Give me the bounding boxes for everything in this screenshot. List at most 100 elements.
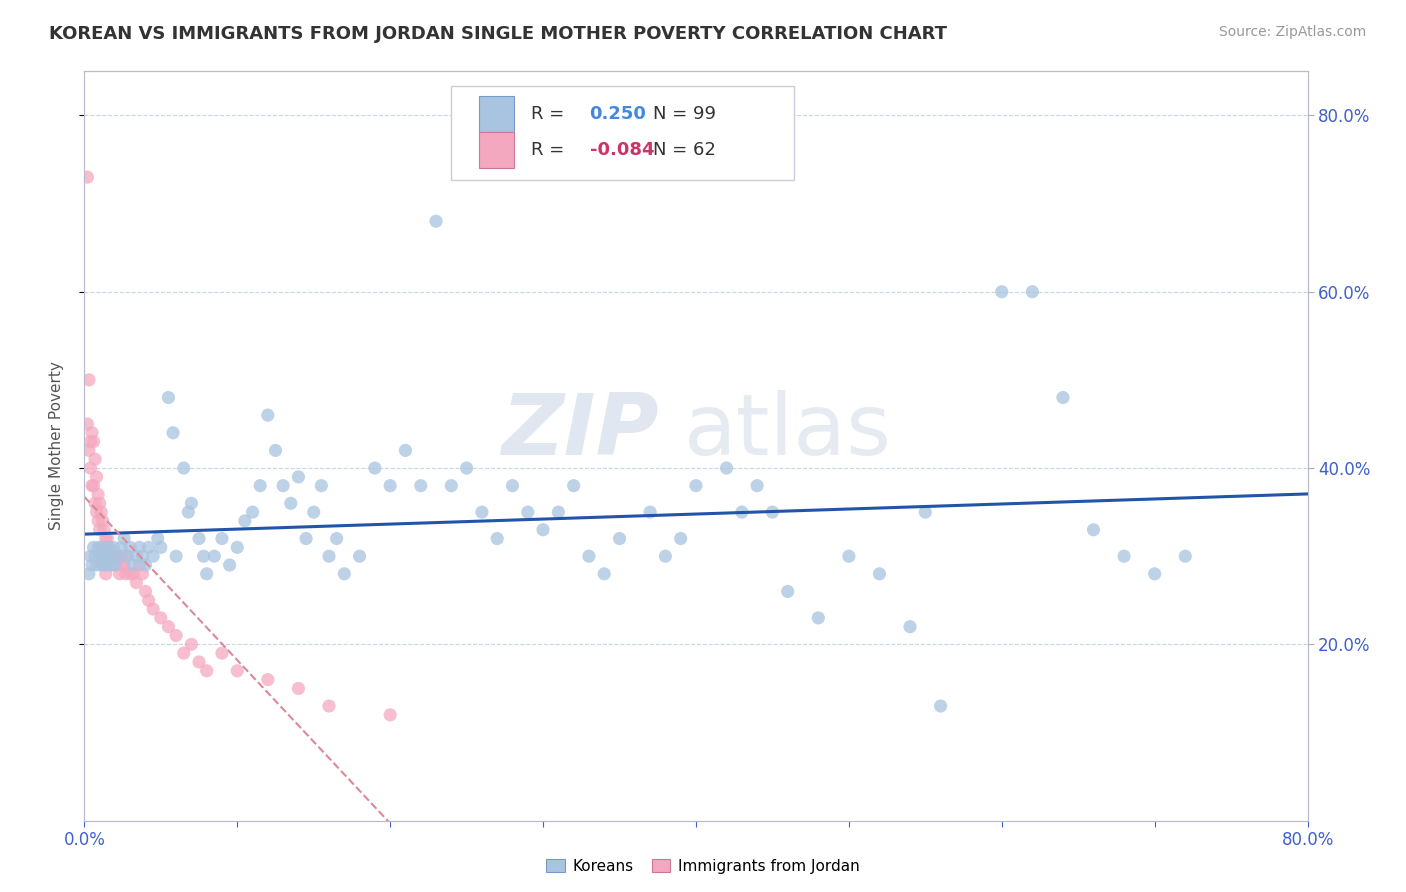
Point bbox=[135, 558, 157, 572]
Text: KOREAN VS IMMIGRANTS FROM JORDAN SINGLE MOTHER POVERTY CORRELATION CHART: KOREAN VS IMMIGRANTS FROM JORDAN SINGLE … bbox=[49, 25, 948, 43]
Point bbox=[93, 523, 115, 537]
Point bbox=[380, 707, 402, 722]
Text: N = 62: N = 62 bbox=[654, 141, 716, 159]
Point bbox=[105, 558, 128, 572]
Point bbox=[104, 549, 127, 564]
Point bbox=[80, 425, 103, 440]
Text: -0.084: -0.084 bbox=[589, 141, 654, 159]
Point bbox=[112, 558, 135, 572]
Text: ZIP: ZIP bbox=[502, 390, 659, 473]
Point bbox=[94, 566, 117, 581]
Point bbox=[120, 541, 142, 555]
Point bbox=[502, 478, 524, 492]
Point bbox=[138, 593, 160, 607]
Point bbox=[76, 417, 98, 431]
Point bbox=[264, 443, 287, 458]
Point bbox=[731, 505, 754, 519]
Point bbox=[107, 549, 129, 564]
Point bbox=[122, 566, 145, 581]
Point bbox=[157, 391, 180, 405]
Point bbox=[578, 549, 600, 564]
Point bbox=[409, 478, 432, 492]
Point bbox=[131, 566, 153, 581]
Point bbox=[108, 566, 131, 581]
Point bbox=[180, 496, 202, 510]
Point bbox=[86, 470, 108, 484]
Point bbox=[195, 664, 218, 678]
Point bbox=[838, 549, 860, 564]
Point bbox=[107, 549, 129, 564]
Point bbox=[84, 549, 107, 564]
Point bbox=[776, 584, 799, 599]
Point bbox=[914, 505, 936, 519]
Point bbox=[97, 541, 120, 555]
Point bbox=[1143, 566, 1166, 581]
Point bbox=[1174, 549, 1197, 564]
Point bbox=[94, 532, 117, 546]
Point bbox=[97, 541, 120, 555]
Point bbox=[202, 549, 225, 564]
Point bbox=[138, 541, 160, 555]
Point bbox=[101, 549, 124, 564]
Point bbox=[991, 285, 1014, 299]
Point bbox=[86, 505, 108, 519]
Point bbox=[716, 461, 738, 475]
Point bbox=[91, 514, 114, 528]
Point bbox=[115, 549, 138, 564]
Point bbox=[425, 214, 447, 228]
Point bbox=[91, 541, 114, 555]
Point bbox=[83, 434, 105, 449]
Point bbox=[96, 532, 118, 546]
Point bbox=[162, 425, 184, 440]
Point bbox=[609, 532, 631, 546]
Point bbox=[104, 558, 127, 572]
Point bbox=[79, 434, 101, 449]
Point bbox=[84, 496, 107, 510]
Point bbox=[89, 549, 111, 564]
Text: R =: R = bbox=[531, 105, 569, 123]
Point bbox=[125, 549, 148, 564]
Point bbox=[111, 558, 134, 572]
Point bbox=[333, 566, 356, 581]
Point bbox=[77, 566, 100, 581]
Point bbox=[101, 549, 124, 564]
Point bbox=[157, 620, 180, 634]
Point bbox=[562, 478, 585, 492]
Point bbox=[211, 646, 233, 660]
Point bbox=[440, 478, 463, 492]
Text: R =: R = bbox=[531, 141, 569, 159]
Point bbox=[177, 505, 200, 519]
Legend: Koreans, Immigrants from Jordan: Koreans, Immigrants from Jordan bbox=[540, 853, 866, 880]
FancyBboxPatch shape bbox=[451, 87, 794, 180]
Point bbox=[96, 549, 118, 564]
Point bbox=[180, 637, 202, 651]
Point bbox=[80, 478, 103, 492]
Point bbox=[471, 505, 494, 519]
Point bbox=[90, 541, 112, 555]
Point bbox=[547, 505, 569, 519]
Point bbox=[103, 541, 125, 555]
Point bbox=[103, 558, 125, 572]
Point bbox=[747, 478, 769, 492]
Point bbox=[271, 478, 294, 492]
Point bbox=[149, 611, 172, 625]
Point bbox=[83, 478, 105, 492]
Point bbox=[685, 478, 707, 492]
Point bbox=[142, 602, 165, 616]
Point bbox=[98, 549, 121, 564]
Point bbox=[76, 170, 98, 185]
Point bbox=[110, 541, 132, 555]
Point bbox=[311, 478, 333, 492]
Point bbox=[380, 478, 402, 492]
Point bbox=[211, 532, 233, 546]
Point bbox=[898, 620, 921, 634]
Point bbox=[218, 558, 240, 572]
Point bbox=[115, 549, 138, 564]
Point bbox=[280, 496, 302, 510]
Point bbox=[869, 566, 891, 581]
Point bbox=[87, 541, 110, 555]
Text: Source: ZipAtlas.com: Source: ZipAtlas.com bbox=[1219, 25, 1367, 39]
Point bbox=[929, 699, 952, 714]
Point bbox=[394, 443, 416, 458]
Point bbox=[295, 532, 318, 546]
